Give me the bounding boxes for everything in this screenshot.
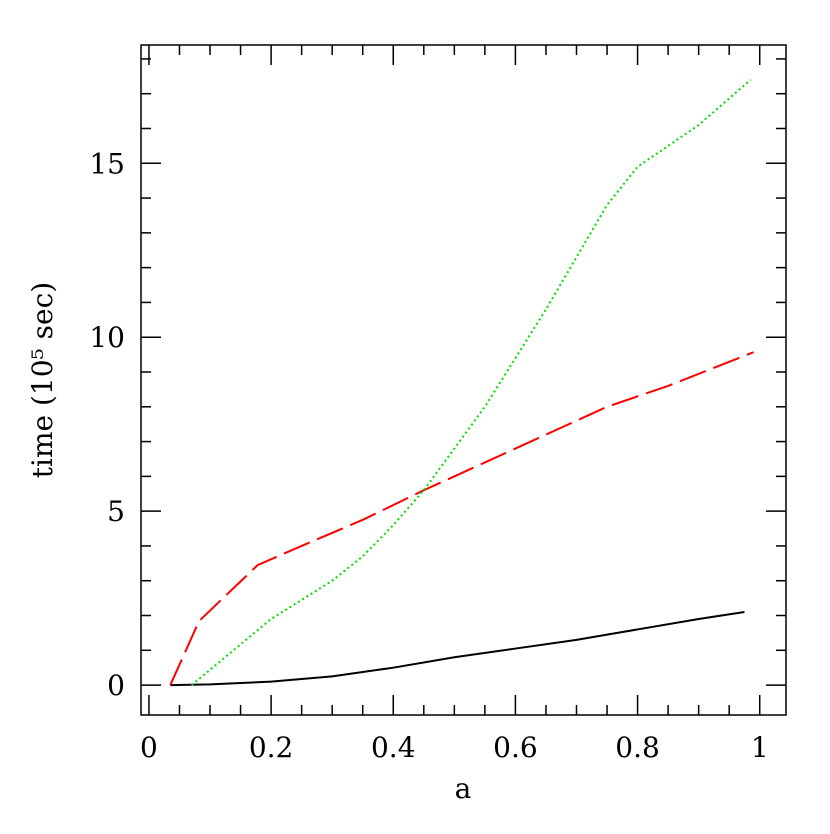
x-tick-label: 0.4 [371,731,416,764]
x-axis-label: a [455,772,472,805]
plot-frame [140,44,787,716]
y-tick-label: 10 [89,321,125,354]
y-tick-label: 15 [89,147,125,180]
x-tick-label: 1 [751,731,769,764]
x-tick-label: 0.6 [493,731,538,764]
line-series [169,351,754,686]
y-tick-label: 0 [107,669,125,702]
line-series [191,79,752,686]
x-tick-label: 0.8 [615,731,660,764]
y-tick-label: 5 [107,495,125,528]
y-axis-label: time (10⁵ sec) [26,282,59,478]
line-series [170,611,745,687]
x-tick-label: 0 [140,731,158,764]
x-tick-label: 0.2 [249,731,294,764]
